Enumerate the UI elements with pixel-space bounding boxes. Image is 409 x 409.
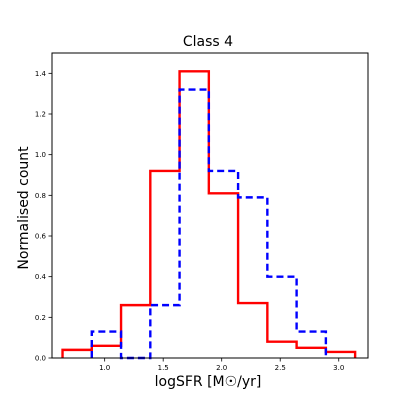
x-tick-label: 2.5 bbox=[275, 364, 286, 372]
x-tick-label: 1.5 bbox=[158, 364, 169, 372]
y-tick-label: 1.2 bbox=[35, 111, 46, 119]
series-1-step-line bbox=[61, 70, 357, 358]
y-tick-label: 1.0 bbox=[35, 151, 46, 159]
y-axis: 0.0 0.2 0.4 0.6 0.8 1.0 1.2 1.4 bbox=[35, 70, 52, 363]
series-layer bbox=[61, 70, 357, 360]
y-tick-label: 0.4 bbox=[35, 273, 47, 281]
series-2-step-line bbox=[90, 88, 328, 360]
y-tick-label: 1.4 bbox=[35, 70, 47, 78]
x-tick-label: 3.0 bbox=[333, 364, 344, 372]
x-tick-label: 2.0 bbox=[216, 364, 227, 372]
chart-title: Class 4 bbox=[183, 34, 233, 50]
x-axis-title: logSFR [M☉/yr] bbox=[155, 374, 262, 390]
y-tick-label: 0.2 bbox=[35, 314, 46, 322]
y-tick-label: 0.8 bbox=[35, 192, 46, 200]
y-axis-title: Normalised count bbox=[16, 146, 32, 270]
y-tick-label: 0.0 bbox=[35, 355, 46, 363]
y-tick-label: 0.6 bbox=[35, 233, 47, 241]
x-axis: 1.0 1.5 2.0 2.5 3.0 bbox=[99, 358, 344, 372]
plot-frame bbox=[51, 52, 369, 359]
x-tick-label: 1.0 bbox=[99, 364, 110, 372]
